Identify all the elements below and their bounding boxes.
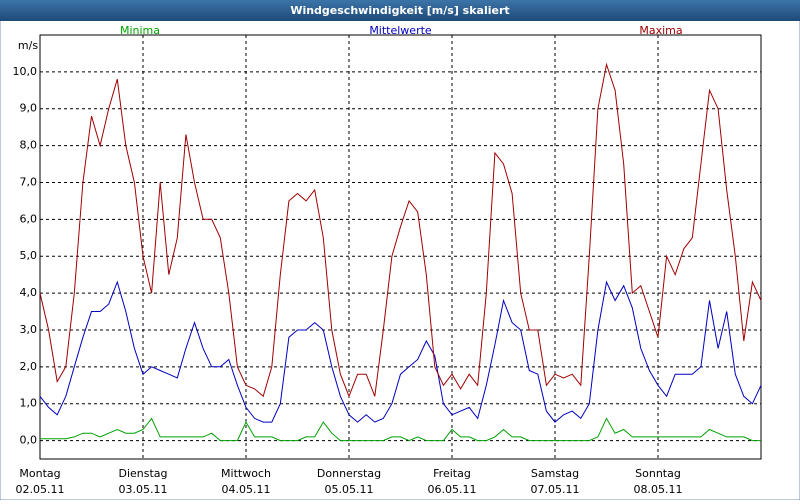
x-tick-date: 08.05.11 bbox=[634, 483, 683, 496]
y-tick-label: 1,0 bbox=[20, 397, 38, 410]
x-tick-label: Montag bbox=[19, 467, 60, 480]
series-line bbox=[40, 417, 761, 442]
y-tick-label: 4,0 bbox=[20, 286, 38, 299]
y-tick-label: 0,0 bbox=[20, 434, 38, 447]
legend-label: Minima bbox=[120, 24, 160, 37]
x-tick-date: 05.05.11 bbox=[325, 483, 374, 496]
x-tick-label: Donnerstag bbox=[317, 467, 381, 480]
x-tick-date: 02.05.11 bbox=[16, 483, 65, 496]
x-tick-date: 07.05.11 bbox=[531, 483, 580, 496]
y-tick-label: 9,0 bbox=[20, 102, 38, 115]
x-tick-label: Freitag bbox=[433, 467, 471, 480]
series-line bbox=[39, 280, 762, 423]
x-tick-label: Dienstag bbox=[118, 467, 167, 480]
chart-title: Windgeschwindigkeit [m/s] skaliert bbox=[290, 4, 509, 17]
legend-label: Maxima bbox=[639, 24, 682, 37]
series-line bbox=[39, 62, 762, 398]
y-tick-label: 8,0 bbox=[20, 139, 38, 152]
y-axis-label: m/s bbox=[18, 39, 38, 52]
title-bar bbox=[0, 0, 800, 21]
x-tick-label: Mittwoch bbox=[221, 467, 271, 480]
y-tick-label: 10,0 bbox=[13, 65, 38, 78]
y-tick-label: 7,0 bbox=[20, 175, 38, 188]
x-tick-date: 03.05.11 bbox=[119, 483, 168, 496]
y-tick-label: 5,0 bbox=[20, 249, 38, 262]
y-tick-label: 2,0 bbox=[20, 360, 38, 373]
x-tick-date: 04.05.11 bbox=[222, 483, 271, 496]
x-tick-date: 06.05.11 bbox=[428, 483, 477, 496]
legend-label: Mittelwerte bbox=[369, 24, 432, 37]
y-tick-label: 6,0 bbox=[20, 212, 38, 225]
x-tick-label: Samstag bbox=[531, 467, 579, 480]
x-tick-label: Sonntag bbox=[635, 467, 681, 480]
plot-frame bbox=[39, 34, 762, 460]
y-tick-label: 3,0 bbox=[20, 323, 38, 336]
